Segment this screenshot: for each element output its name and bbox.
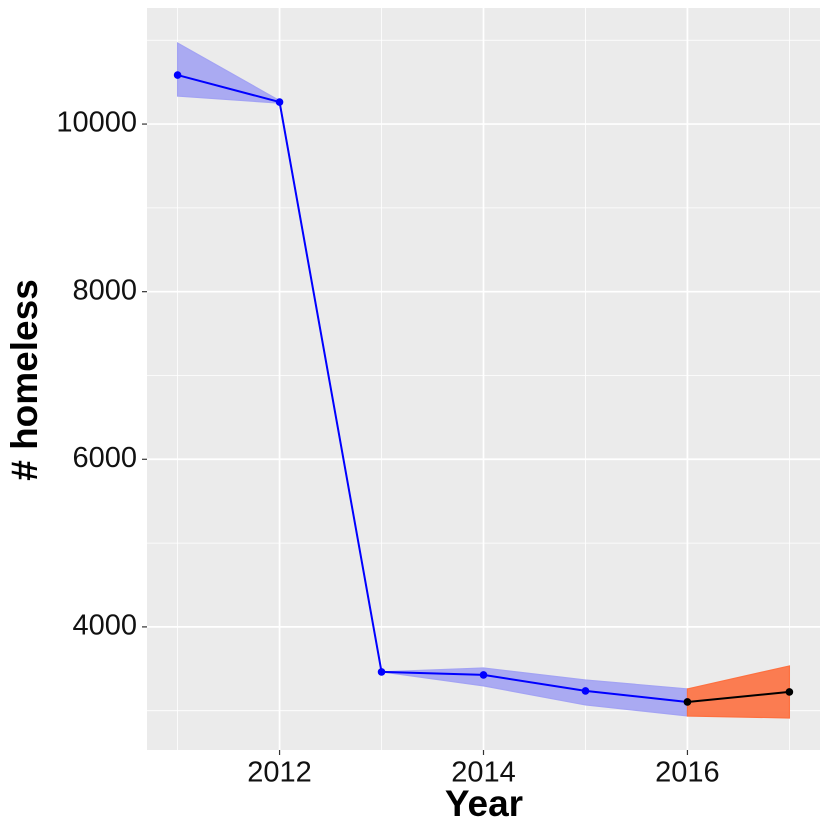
point (581, 687, 590, 695)
point (683, 698, 692, 706)
x-axis-title: Year (445, 783, 523, 824)
x-tick-label: 2016 (655, 757, 720, 789)
confidence-band (686, 665, 791, 719)
y-tick-label: 8000 (72, 274, 137, 306)
y-tick-label: 4000 (72, 610, 137, 642)
line (177, 74, 688, 703)
x-tick-label: 2014 (451, 757, 516, 789)
y-axis-title: # homeless (4, 279, 45, 481)
point (785, 688, 794, 696)
point (479, 671, 488, 679)
y-tick-label: 10000 (56, 107, 137, 139)
point (377, 668, 386, 676)
line (687, 690, 790, 703)
x-tick-label: 2012 (247, 757, 312, 789)
y-tick-label: 6000 (72, 442, 137, 474)
point (275, 98, 284, 106)
point (173, 71, 182, 79)
